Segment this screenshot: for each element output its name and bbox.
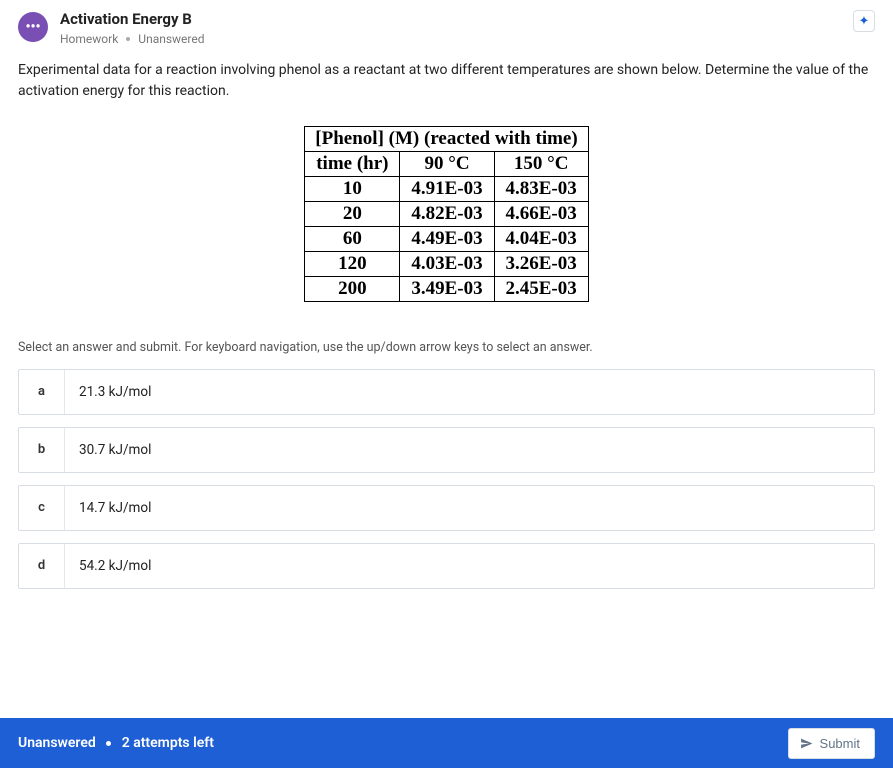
table-cell: 10 xyxy=(305,176,400,201)
answer-option-b[interactable]: b 30.7 kJ/mol xyxy=(18,427,875,473)
option-key: a xyxy=(19,370,65,414)
footer-attempts: 2 attempts left xyxy=(122,735,214,751)
table-row: 200 3.49E-03 2.45E-03 xyxy=(305,276,588,301)
table-cell: 3.49E-03 xyxy=(400,276,494,301)
question-header: ••• Activation Energy B Homework Unanswe… xyxy=(18,10,875,46)
avatar: ••• xyxy=(18,12,48,42)
table-cell: 2.45E-03 xyxy=(494,276,588,301)
answer-option-d[interactable]: d 54.2 kJ/mol xyxy=(18,543,875,589)
table-cell: 4.66E-03 xyxy=(494,201,588,226)
answer-option-c[interactable]: c 14.7 kJ/mol xyxy=(18,485,875,531)
question-title: Activation Energy B xyxy=(60,10,841,30)
question-prompt: Experimental data for a reaction involvi… xyxy=(18,60,875,102)
data-table: [Phenol] (M) (reacted with time) time (h… xyxy=(304,126,588,302)
footer-status-text: Unanswered xyxy=(18,735,96,751)
question-meta: Homework Unanswered xyxy=(60,32,841,46)
footer-bar: Unanswered 2 attempts left Submit xyxy=(0,718,893,768)
table-cell: 200 xyxy=(305,276,400,301)
col-header: 90 °C xyxy=(400,151,494,176)
answer-option-a[interactable]: a 21.3 kJ/mol xyxy=(18,369,875,415)
option-key: c xyxy=(19,486,65,530)
table-row: 120 4.03E-03 3.26E-03 xyxy=(305,251,588,276)
submit-label: Submit xyxy=(820,736,860,751)
meta-category: Homework xyxy=(60,32,118,46)
answer-instruction: Select an answer and submit. For keyboar… xyxy=(18,340,875,355)
option-text: 30.7 kJ/mol xyxy=(65,428,874,472)
table-cell: 60 xyxy=(305,226,400,251)
table-title: [Phenol] (M) (reacted with time) xyxy=(305,126,588,151)
option-key: b xyxy=(19,428,65,472)
question-card: ••• Activation Energy B Homework Unanswe… xyxy=(0,0,893,589)
dot-separator xyxy=(106,741,111,746)
footer-status: Unanswered 2 attempts left xyxy=(18,735,214,751)
table-cell: 4.49E-03 xyxy=(400,226,494,251)
col-header: 150 °C xyxy=(494,151,588,176)
col-header: time (hr) xyxy=(305,151,400,176)
paper-plane-icon xyxy=(800,737,813,750)
data-table-wrap: [Phenol] (M) (reacted with time) time (h… xyxy=(18,126,875,302)
table-cell: 120 xyxy=(305,251,400,276)
option-text: 54.2 kJ/mol xyxy=(65,544,874,588)
option-text: 21.3 kJ/mol xyxy=(65,370,874,414)
submit-button[interactable]: Submit xyxy=(788,728,875,759)
table-row: 10 4.91E-03 4.83E-03 xyxy=(305,176,588,201)
table-header-row: time (hr) 90 °C 150 °C xyxy=(305,151,588,176)
meta-status: Unanswered xyxy=(138,32,204,46)
dot-separator xyxy=(126,37,130,41)
table-cell: 3.26E-03 xyxy=(494,251,588,276)
option-key: d xyxy=(19,544,65,588)
table-cell: 4.91E-03 xyxy=(400,176,494,201)
table-cell: 4.83E-03 xyxy=(494,176,588,201)
bookmark-button[interactable]: ✦ xyxy=(853,10,875,32)
table-cell: 20 xyxy=(305,201,400,226)
table-cell: 4.04E-03 xyxy=(494,226,588,251)
table-cell: 4.82E-03 xyxy=(400,201,494,226)
option-text: 14.7 kJ/mol xyxy=(65,486,874,530)
table-cell: 4.03E-03 xyxy=(400,251,494,276)
star-icon: ✦ xyxy=(859,14,870,29)
title-block: Activation Energy B Homework Unanswered xyxy=(60,10,841,46)
table-row: 60 4.49E-03 4.04E-03 xyxy=(305,226,588,251)
table-row: 20 4.82E-03 4.66E-03 xyxy=(305,201,588,226)
answer-options: a 21.3 kJ/mol b 30.7 kJ/mol c 14.7 kJ/mo… xyxy=(18,369,875,589)
